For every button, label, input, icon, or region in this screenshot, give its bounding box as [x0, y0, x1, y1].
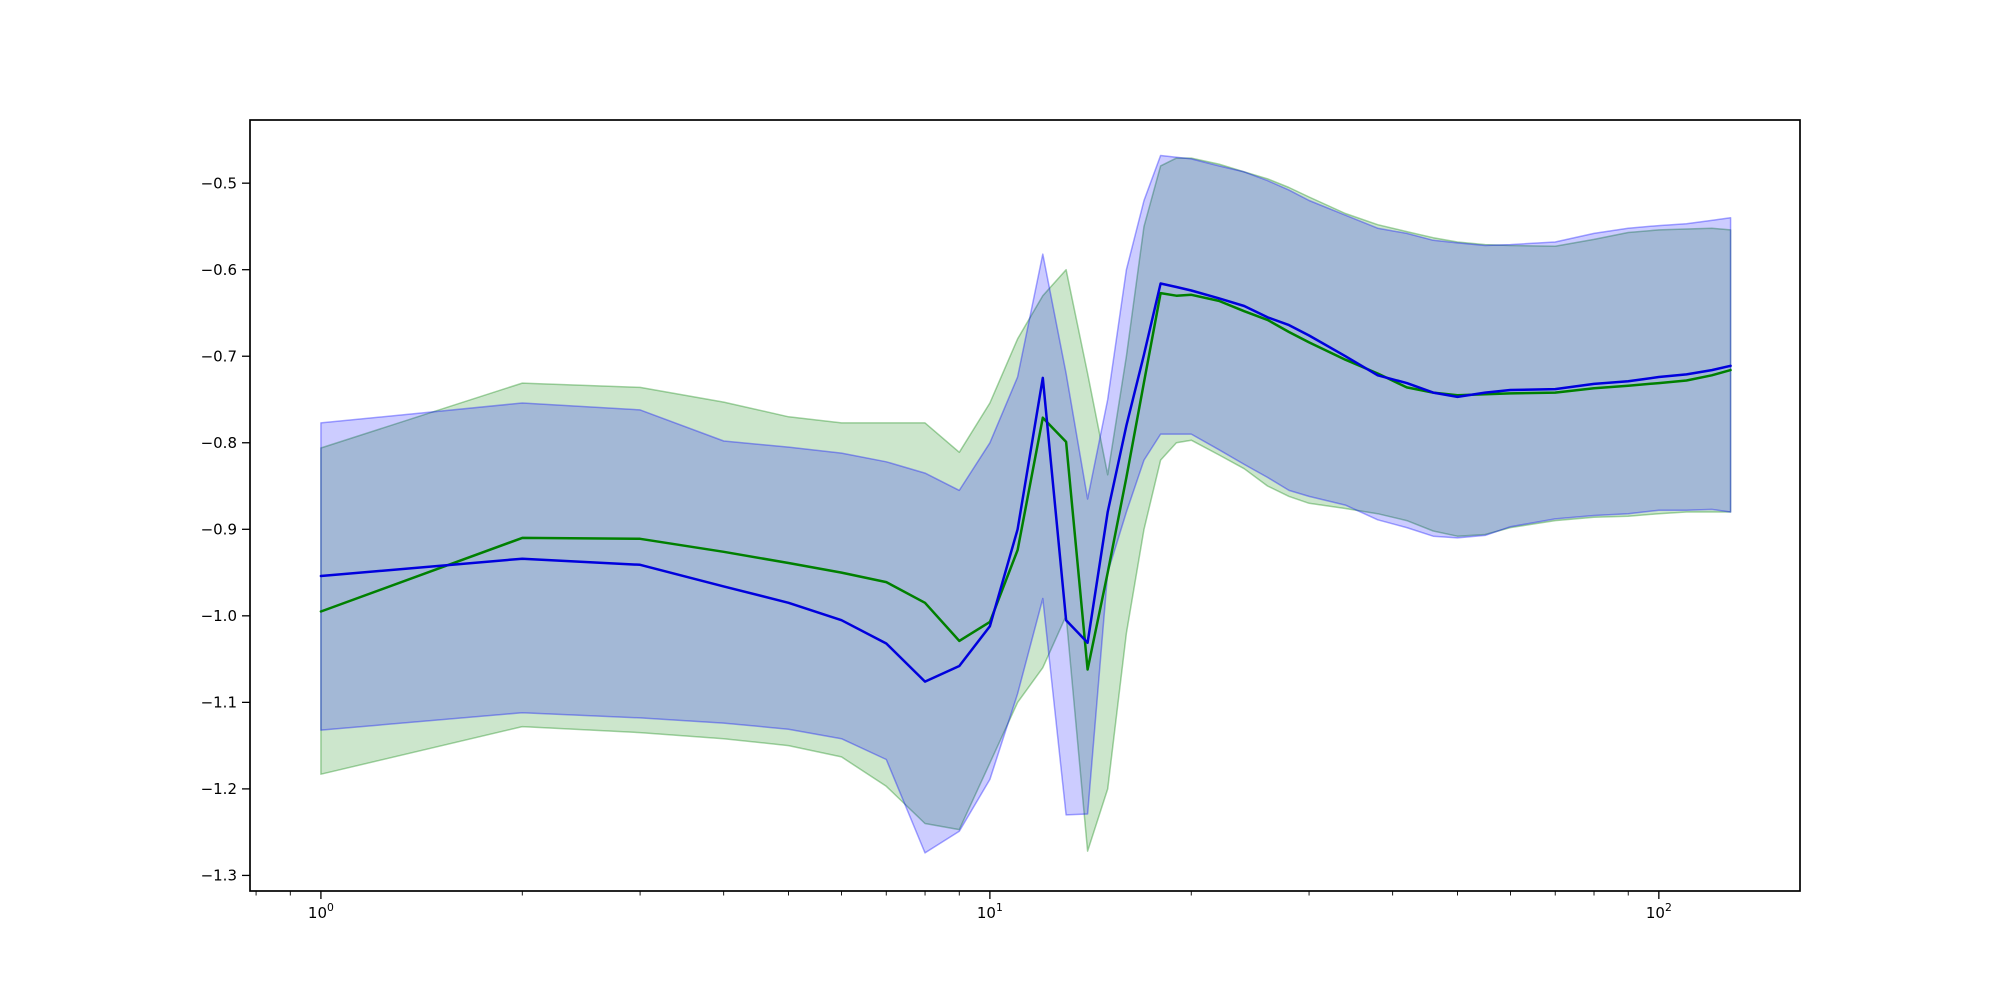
y-tick-label: −0.9 — [201, 521, 237, 539]
y-tick-label: −0.6 — [201, 261, 237, 279]
y-tick-label: −1.0 — [201, 607, 237, 625]
y-tick-label: −0.8 — [201, 434, 237, 452]
blue-series-line — [319, 282, 1732, 683]
plot-border — [249, 119, 1801, 892]
y-tick-label: −1.2 — [201, 780, 237, 798]
y-tick-label: −0.7 — [201, 347, 237, 365]
x-tick-label: 102 — [1646, 901, 1672, 922]
y-tick-label: −1.3 — [201, 867, 237, 885]
x-tick-label: 101 — [977, 901, 1003, 922]
y-tick-label: −1.1 — [201, 694, 237, 712]
green-series-line — [319, 291, 1732, 671]
y-tick-label: −0.5 — [201, 174, 237, 192]
x-tick-label: 100 — [308, 901, 334, 922]
